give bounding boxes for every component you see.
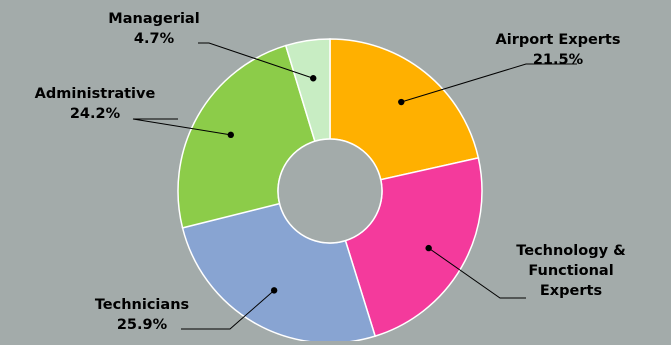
slice-label-1: Functional	[528, 263, 613, 279]
leader-dot-0	[398, 98, 405, 106]
slice-value-4: 4.7%	[134, 31, 175, 47]
slice-label-1: Experts	[540, 283, 602, 299]
slice-label-1: Technology &	[516, 243, 626, 259]
leader-line-3	[132, 118, 231, 136]
slice-label-0: Airport Experts	[496, 32, 621, 48]
donut-hole	[277, 138, 383, 244]
leader-line-1	[428, 247, 526, 299]
slice-value-2: 25.9%	[117, 317, 168, 333]
slice-value-0: 21.5%	[533, 52, 584, 68]
leader-dot-4	[310, 75, 317, 82]
leader-line-0	[401, 63, 577, 103]
leader-dot-1	[425, 244, 432, 252]
slice-label-2: Technicians	[95, 297, 189, 313]
slice-value-3: 24.2%	[70, 106, 121, 122]
leader-line-4	[198, 42, 314, 79]
slice-label-3: Administrative	[35, 86, 156, 102]
leader-dot-2	[270, 287, 278, 294]
slice-label-4: Managerial	[108, 11, 199, 27]
leader-dot-3	[227, 131, 234, 139]
leader-line-2	[181, 290, 275, 330]
